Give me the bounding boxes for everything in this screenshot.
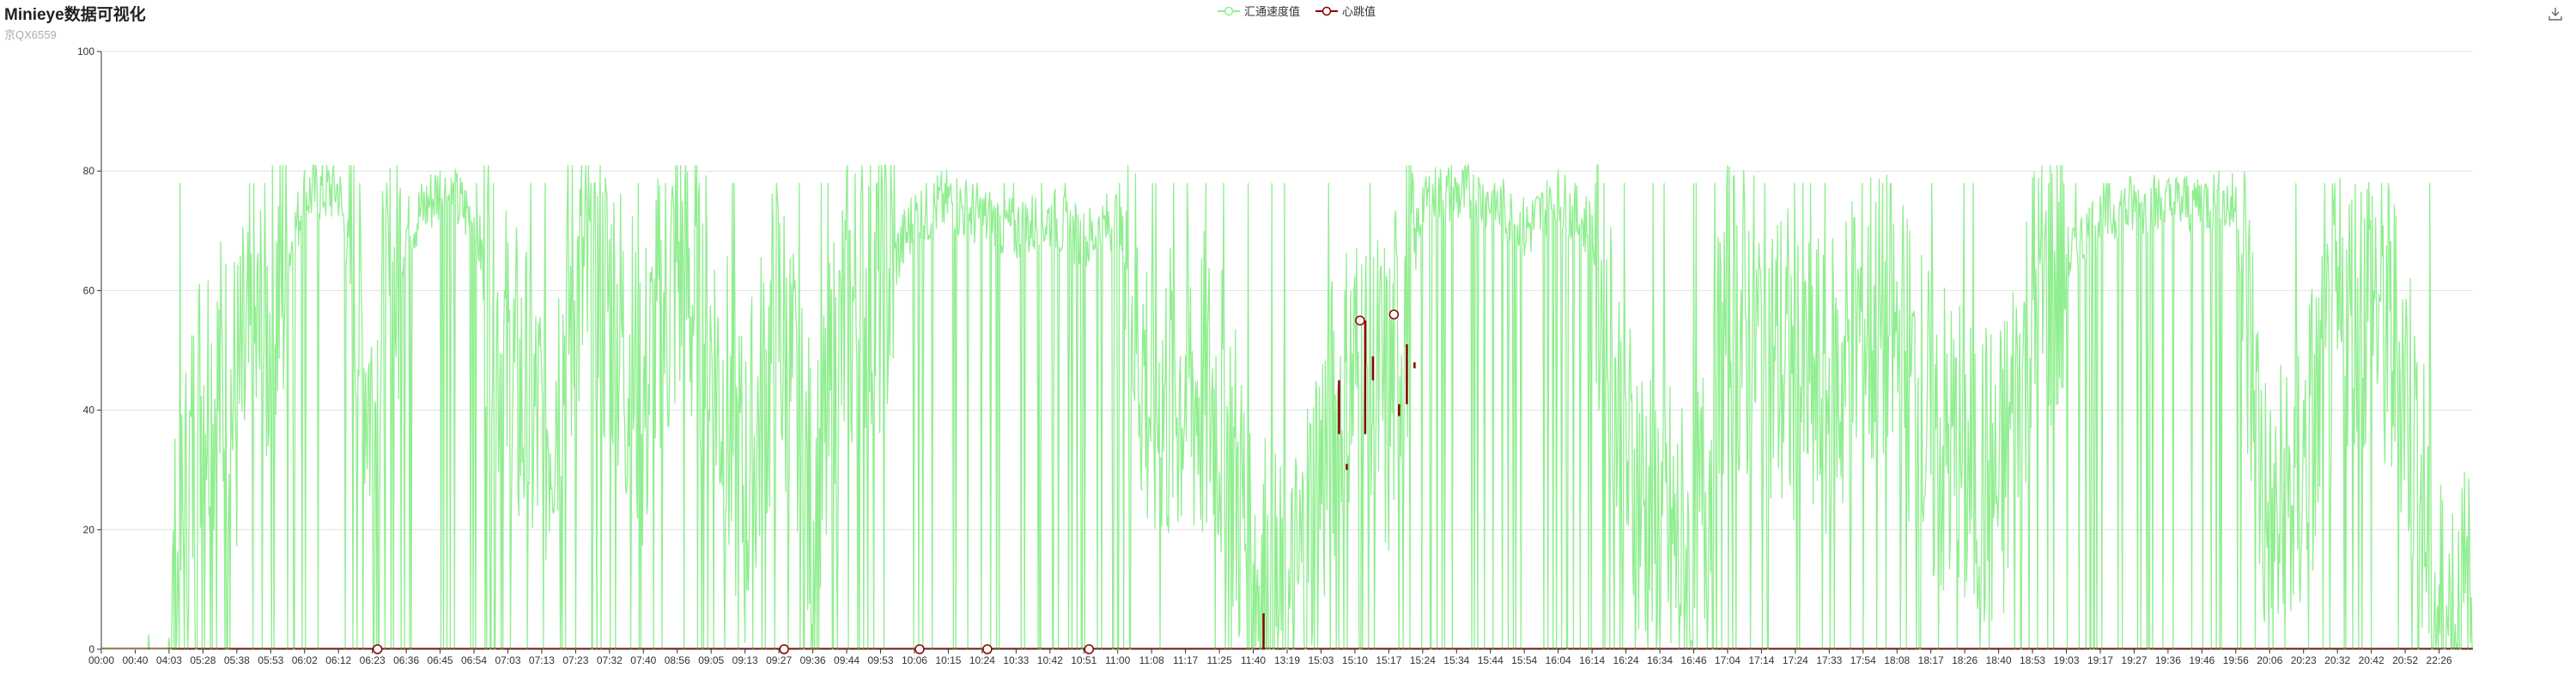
legend: 汇通速度值 心跳值 [1218,3,1376,19]
x-tick-label: 07:40 [630,654,656,666]
heartbeat-point [779,644,789,654]
legend-label-heartbeat: 心跳值 [1342,5,1376,18]
x-tick-label: 17:54 [1850,654,1876,666]
x-tick-label: 15:34 [1443,654,1469,666]
x-tick-label: 20:23 [2291,654,2317,666]
x-tick-label: 09:05 [698,654,724,666]
x-tick-label: 17:24 [1783,654,1808,666]
y-axis: 0 20 40 60 80 100 [77,46,102,655]
x-tick-label: 20:32 [2324,654,2350,666]
x-tick-label: 04:03 [156,654,182,666]
y-tick-label: 40 [83,404,95,416]
x-tick-label: 16:04 [1546,654,1571,666]
x-tick-label: 06:45 [428,654,453,666]
x-tick-label: 06:54 [461,654,487,666]
x-tick-label: 19:56 [2223,654,2249,666]
heartbeat-point [914,644,925,654]
heartbeat-point [1388,309,1400,319]
legend-item-speed[interactable]: 汇通速度值 [1218,3,1300,19]
x-tick-label: 16:14 [1579,654,1605,666]
y-tick-label: 0 [88,643,94,655]
x-tick-label: 15:10 [1342,654,1368,666]
x-tick-label: 15:44 [1478,654,1504,666]
x-tick-label: 19:03 [2053,654,2079,666]
x-tick-label: 09:44 [834,654,860,666]
x-tick-label: 16:46 [1680,654,1706,666]
x-tick-label: 11:25 [1207,654,1232,666]
legend-label-speed: 汇通速度值 [1244,5,1301,18]
x-tick-label: 11:08 [1139,654,1164,666]
x-tick-label: 18:40 [1986,654,2012,666]
heartbeat-point [1355,315,1365,325]
x-tick-label: 06:36 [393,654,419,666]
x-tick-label: 07:23 [562,654,588,666]
series-speed [101,162,2473,650]
hollow-circle-line-icon [1315,6,1339,15]
x-tick-label: 18:08 [1884,654,1910,666]
x-tick-label: 10:24 [969,654,995,666]
x-tick-label: 17:33 [1816,654,1842,666]
x-tick-label: 06:23 [360,654,386,666]
x-tick-label: 09:27 [766,654,792,666]
x-tick-label: 16:24 [1613,654,1639,666]
x-tick-label: 17:14 [1748,654,1774,666]
hollow-circle-line-icon [1218,6,1240,15]
x-tick-label: 10:42 [1037,654,1063,666]
x-tick-label: 07:03 [495,654,520,666]
x-tick-label: 07:32 [597,654,623,666]
x-tick-label: 19:17 [2087,654,2113,666]
y-tick-label: 60 [83,284,95,296]
x-tick-label: 00:40 [122,654,148,666]
x-tick-label: 06:12 [325,654,351,666]
x-tick-label: 20:52 [2392,654,2418,666]
x-tick-label: 19:27 [2121,654,2147,666]
heartbeat-point [372,644,383,654]
y-tick-label: 20 [83,524,95,536]
x-tick-label: 19:36 [2155,654,2181,666]
x-tick-label: 15:24 [1410,654,1436,666]
x-tick-label: 16:34 [1647,654,1673,666]
heartbeat-point [1084,644,1095,654]
x-tick-label: 10:51 [1071,654,1097,666]
x-tick-label: 10:15 [935,654,961,666]
x-tick-label: 05:38 [224,654,250,666]
x-axis: 00:00 00:40 04:03 05:28 05:38 05:53 06:02 06:12… [88,648,2473,666]
x-tick-label: 18:17 [1918,654,1944,666]
x-tick-label: 08:56 [665,654,690,666]
x-tick-label: 10:06 [902,654,927,666]
x-tick-label: 11:40 [1241,654,1266,666]
x-tick-label: 11:00 [1105,654,1130,666]
y-tick-label: 100 [77,46,94,58]
chart-subtitle: 京QX6559 [4,28,57,41]
x-tick-label: 19:46 [2189,654,2215,666]
x-tick-label: 17:04 [1715,654,1741,666]
x-tick-label: 22:26 [2427,654,2452,666]
x-tick-label: 18:53 [2020,654,2045,666]
download-icon[interactable] [2547,5,2564,22]
x-tick-label: 20:06 [2257,654,2282,666]
x-tick-label: 15:03 [1308,654,1334,666]
x-tick-label: 05:53 [258,654,283,666]
x-tick-label: 11:17 [1173,654,1198,666]
x-tick-label: 00:00 [88,654,114,666]
x-tick-label: 07:13 [529,654,555,666]
x-tick-label: 10:33 [1003,654,1029,666]
y-tick-label: 80 [83,165,95,177]
x-tick-label: 18:26 [1952,654,1978,666]
x-tick-label: 06:02 [292,654,318,666]
x-tick-label: 09:36 [800,654,826,666]
speed-line [101,162,2473,650]
x-tick-label: 15:54 [1511,654,1537,666]
chart-title: Minieye数据可视化 [4,6,146,24]
x-tick-label: 20:42 [2359,654,2385,666]
x-tick-label: 09:13 [732,654,758,666]
x-tick-label: 13:19 [1274,654,1300,666]
x-tick-label: 09:53 [867,654,893,666]
x-tick-label: 15:17 [1376,654,1401,666]
series-heartbeat [101,309,2473,654]
heartbeat-point [982,644,993,654]
legend-item-heartbeat[interactable]: 心跳值 [1315,3,1376,19]
x-tick-label: 05:28 [190,654,216,666]
